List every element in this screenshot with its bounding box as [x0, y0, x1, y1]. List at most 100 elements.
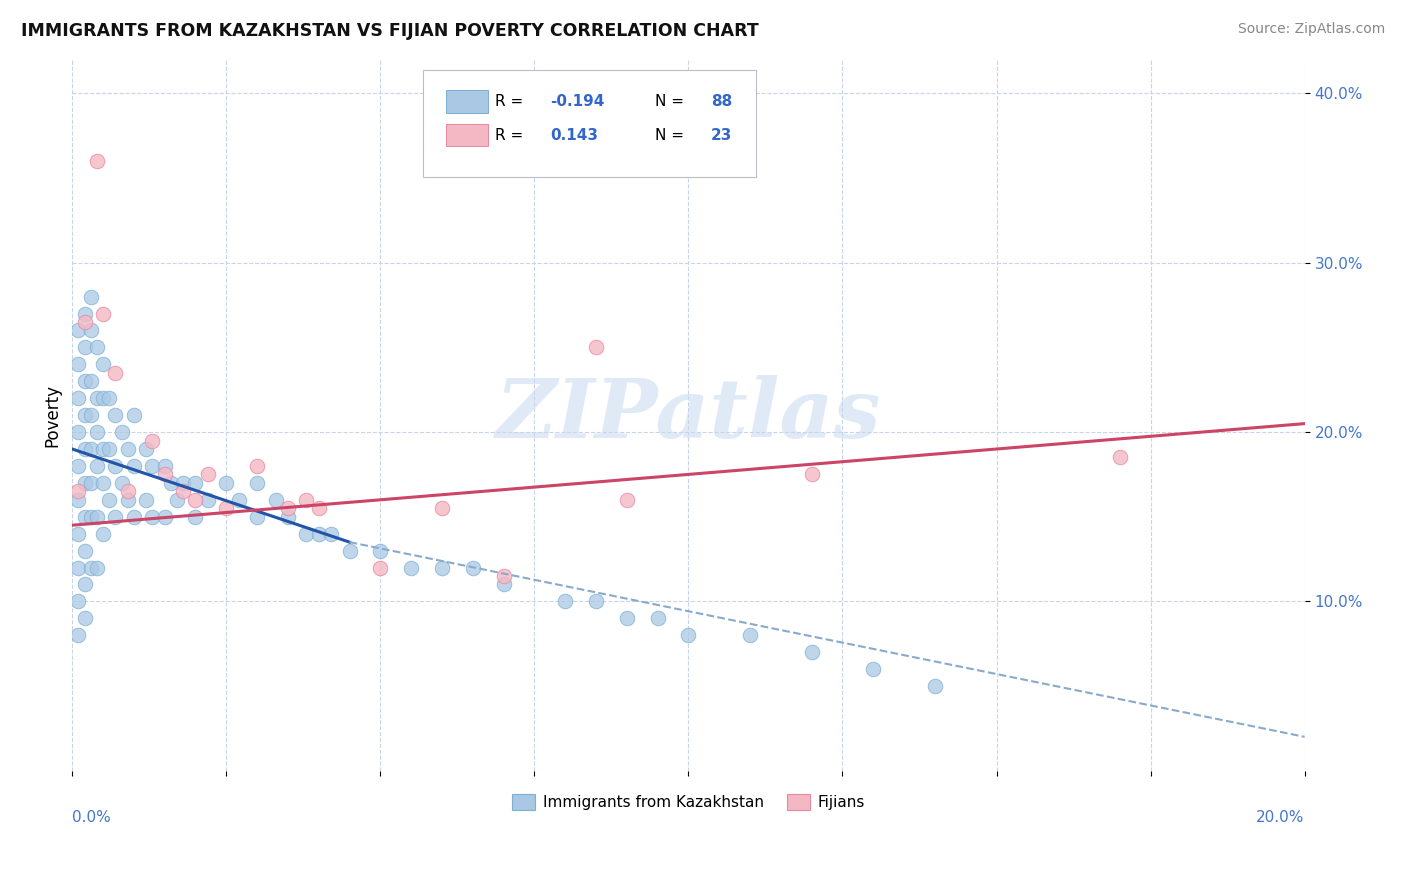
FancyBboxPatch shape	[423, 70, 756, 177]
Point	[80, 475, 103, 490]
Point	[370, 560, 392, 574]
Point	[319, 526, 342, 541]
Point	[277, 509, 299, 524]
Point	[277, 501, 299, 516]
Point	[800, 645, 823, 659]
Point	[110, 425, 132, 439]
Point	[86, 560, 108, 574]
Point	[91, 391, 114, 405]
Point	[117, 492, 139, 507]
Point	[67, 628, 90, 642]
Point	[184, 492, 207, 507]
Point	[80, 560, 103, 574]
Point	[86, 509, 108, 524]
Point	[98, 492, 121, 507]
Point	[104, 509, 127, 524]
FancyBboxPatch shape	[446, 124, 488, 146]
Point	[370, 543, 392, 558]
Point	[67, 526, 90, 541]
Point	[862, 662, 884, 676]
Point	[80, 442, 103, 456]
Point	[800, 467, 823, 482]
Point	[86, 425, 108, 439]
Point	[159, 475, 181, 490]
Point	[67, 357, 90, 371]
Point	[141, 509, 163, 524]
Y-axis label: Poverty: Poverty	[44, 384, 60, 447]
Point	[67, 391, 90, 405]
Point	[585, 594, 607, 608]
Point	[86, 458, 108, 473]
Point	[104, 366, 127, 380]
Point	[67, 560, 90, 574]
Point	[246, 509, 269, 524]
Point	[67, 484, 90, 499]
Point	[184, 475, 207, 490]
Point	[166, 492, 188, 507]
Point	[67, 492, 90, 507]
Text: IMMIGRANTS FROM KAZAKHSTAN VS FIJIAN POVERTY CORRELATION CHART: IMMIGRANTS FROM KAZAKHSTAN VS FIJIAN POV…	[21, 22, 759, 40]
Text: ZIPatlas: ZIPatlas	[496, 376, 882, 455]
Legend: Immigrants from Kazakhstan, Fijians: Immigrants from Kazakhstan, Fijians	[506, 789, 870, 816]
Point	[73, 611, 96, 625]
Text: R =: R =	[495, 94, 529, 109]
Point	[80, 324, 103, 338]
Point	[616, 611, 638, 625]
Point	[122, 458, 145, 473]
Point	[430, 560, 453, 574]
Point	[86, 340, 108, 354]
Point	[141, 434, 163, 448]
Point	[308, 526, 330, 541]
Point	[91, 526, 114, 541]
Point	[492, 577, 515, 591]
Point	[91, 442, 114, 456]
Point	[104, 458, 127, 473]
Point	[80, 290, 103, 304]
Point	[73, 374, 96, 388]
Point	[172, 475, 194, 490]
Point	[339, 543, 361, 558]
Point	[585, 340, 607, 354]
Text: -0.194: -0.194	[550, 94, 605, 109]
Point	[153, 458, 176, 473]
Point	[295, 492, 318, 507]
Point	[73, 340, 96, 354]
Point	[295, 526, 318, 541]
Text: 23: 23	[710, 128, 733, 144]
Point	[738, 628, 761, 642]
Point	[430, 501, 453, 516]
Point	[80, 374, 103, 388]
Text: 20.0%: 20.0%	[1257, 810, 1305, 825]
Point	[197, 492, 219, 507]
Point	[135, 492, 157, 507]
Point	[153, 467, 176, 482]
Point	[73, 408, 96, 422]
Text: Source: ZipAtlas.com: Source: ZipAtlas.com	[1237, 22, 1385, 37]
Point	[80, 509, 103, 524]
Point	[215, 475, 238, 490]
Point	[647, 611, 669, 625]
Point	[91, 307, 114, 321]
Text: R =: R =	[495, 128, 529, 144]
Point	[492, 569, 515, 583]
Point	[80, 408, 103, 422]
Text: N =: N =	[655, 128, 689, 144]
Point	[122, 509, 145, 524]
Point	[117, 484, 139, 499]
Point	[98, 442, 121, 456]
Point	[67, 458, 90, 473]
Point	[73, 475, 96, 490]
Point	[184, 509, 207, 524]
Point	[399, 560, 422, 574]
Point	[461, 560, 484, 574]
Point	[73, 442, 96, 456]
Point	[73, 543, 96, 558]
Point	[73, 577, 96, 591]
Point	[104, 408, 127, 422]
Point	[73, 315, 96, 329]
Text: 88: 88	[710, 94, 733, 109]
Point	[246, 458, 269, 473]
Point	[67, 594, 90, 608]
Point	[91, 357, 114, 371]
Text: 0.0%: 0.0%	[72, 810, 111, 825]
